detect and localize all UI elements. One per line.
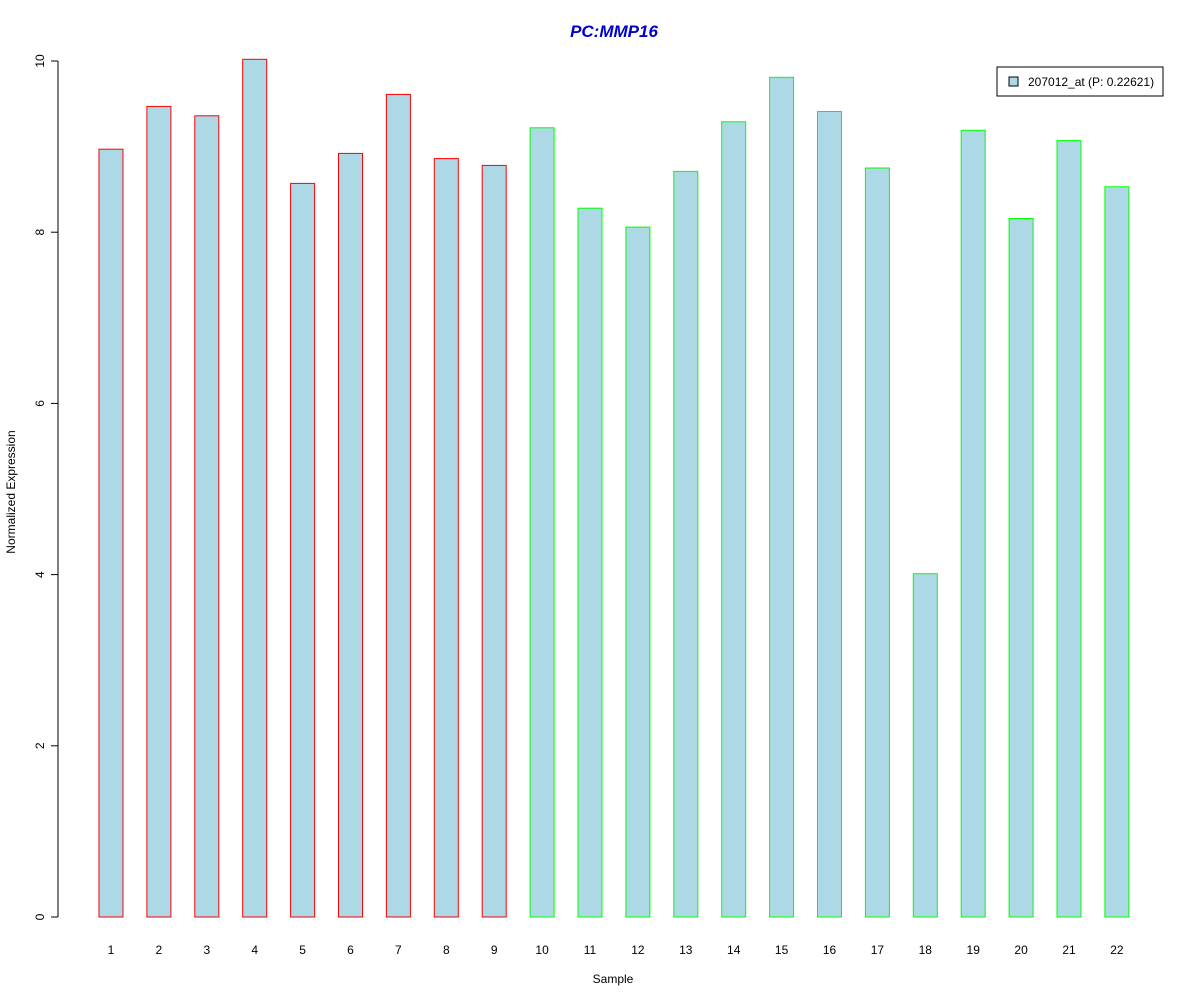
x-tick-label: 4 <box>251 943 258 957</box>
bar-sample-1 <box>98 148 124 918</box>
x-tick-label: 17 <box>871 943 885 957</box>
bar-sample-12 <box>625 226 651 918</box>
bar-sample-4 <box>242 58 268 918</box>
bar-sample-21 <box>1056 140 1082 918</box>
x-tick-label: 10 <box>535 943 549 957</box>
x-tick-label: 13 <box>679 943 693 957</box>
bar-sample-22 <box>1104 186 1130 918</box>
x-tick-label: 18 <box>919 943 933 957</box>
y-axis-label: Normalized Expression <box>4 430 18 553</box>
x-tick-label: 3 <box>203 943 210 957</box>
bar-sample-19 <box>960 129 986 918</box>
y-tick-label: 2 <box>33 742 47 749</box>
y-tick-label: 8 <box>33 229 47 236</box>
bar-sample-5 <box>290 182 316 918</box>
bar-sample-13 <box>673 170 699 918</box>
x-tick-label: 1 <box>108 943 115 957</box>
chart-title: PC:MMP16 <box>570 22 658 41</box>
bar-sample-14 <box>721 121 747 918</box>
x-tick-label: 2 <box>156 943 163 957</box>
x-tick-label: 14 <box>727 943 741 957</box>
x-tick-label: 15 <box>775 943 789 957</box>
x-tick-label: 5 <box>299 943 306 957</box>
legend-swatch <box>1008 76 1019 87</box>
y-axis: 0 2 4 6 8 10 <box>33 54 59 920</box>
bar-sample-15 <box>769 76 795 918</box>
bar-sample-18 <box>912 573 938 918</box>
bars-group <box>98 58 1130 918</box>
legend-entry: 207012_at (P: 0.22621) <box>1028 75 1154 89</box>
bar-sample-17 <box>864 167 890 918</box>
bar-sample-8 <box>433 158 459 918</box>
y-tick-label: 6 <box>33 400 47 407</box>
bar-sample-10 <box>529 127 555 918</box>
x-tick-label: 8 <box>443 943 450 957</box>
x-tick-label: 12 <box>631 943 645 957</box>
x-axis-label: Sample <box>593 972 634 986</box>
x-tick-label: 21 <box>1062 943 1076 957</box>
bar-sample-11 <box>577 207 603 918</box>
x-tick-label: 11 <box>584 943 597 957</box>
x-tick-label: 9 <box>491 943 498 957</box>
y-tick-label: 0 <box>33 913 47 920</box>
bar-sample-3 <box>194 115 220 918</box>
x-axis-labels: 1 2 3 4 5 6 7 8 9 10 11 12 13 14 15 16 17 18 19 20 21 22 <box>108 943 1124 957</box>
y-tick-label: 10 <box>33 54 47 68</box>
x-tick-label: 22 <box>1110 943 1124 957</box>
legend-box <box>996 66 1164 97</box>
bar-sample-9 <box>481 164 507 918</box>
bar-sample-7 <box>385 93 411 918</box>
bar-sample-16 <box>817 111 842 918</box>
legend: 207012_at (P: 0.22621) <box>996 66 1164 97</box>
x-tick-label: 19 <box>967 943 981 957</box>
bar-sample-2 <box>146 105 172 918</box>
x-tick-label: 20 <box>1014 943 1028 957</box>
x-tick-label: 16 <box>823 943 837 957</box>
x-tick-label: 7 <box>395 943 402 957</box>
y-tick-label: 4 <box>33 571 47 578</box>
x-tick-label: 6 <box>347 943 354 957</box>
bar-sample-6 <box>338 152 363 918</box>
bar-sample-20 <box>1008 218 1034 918</box>
